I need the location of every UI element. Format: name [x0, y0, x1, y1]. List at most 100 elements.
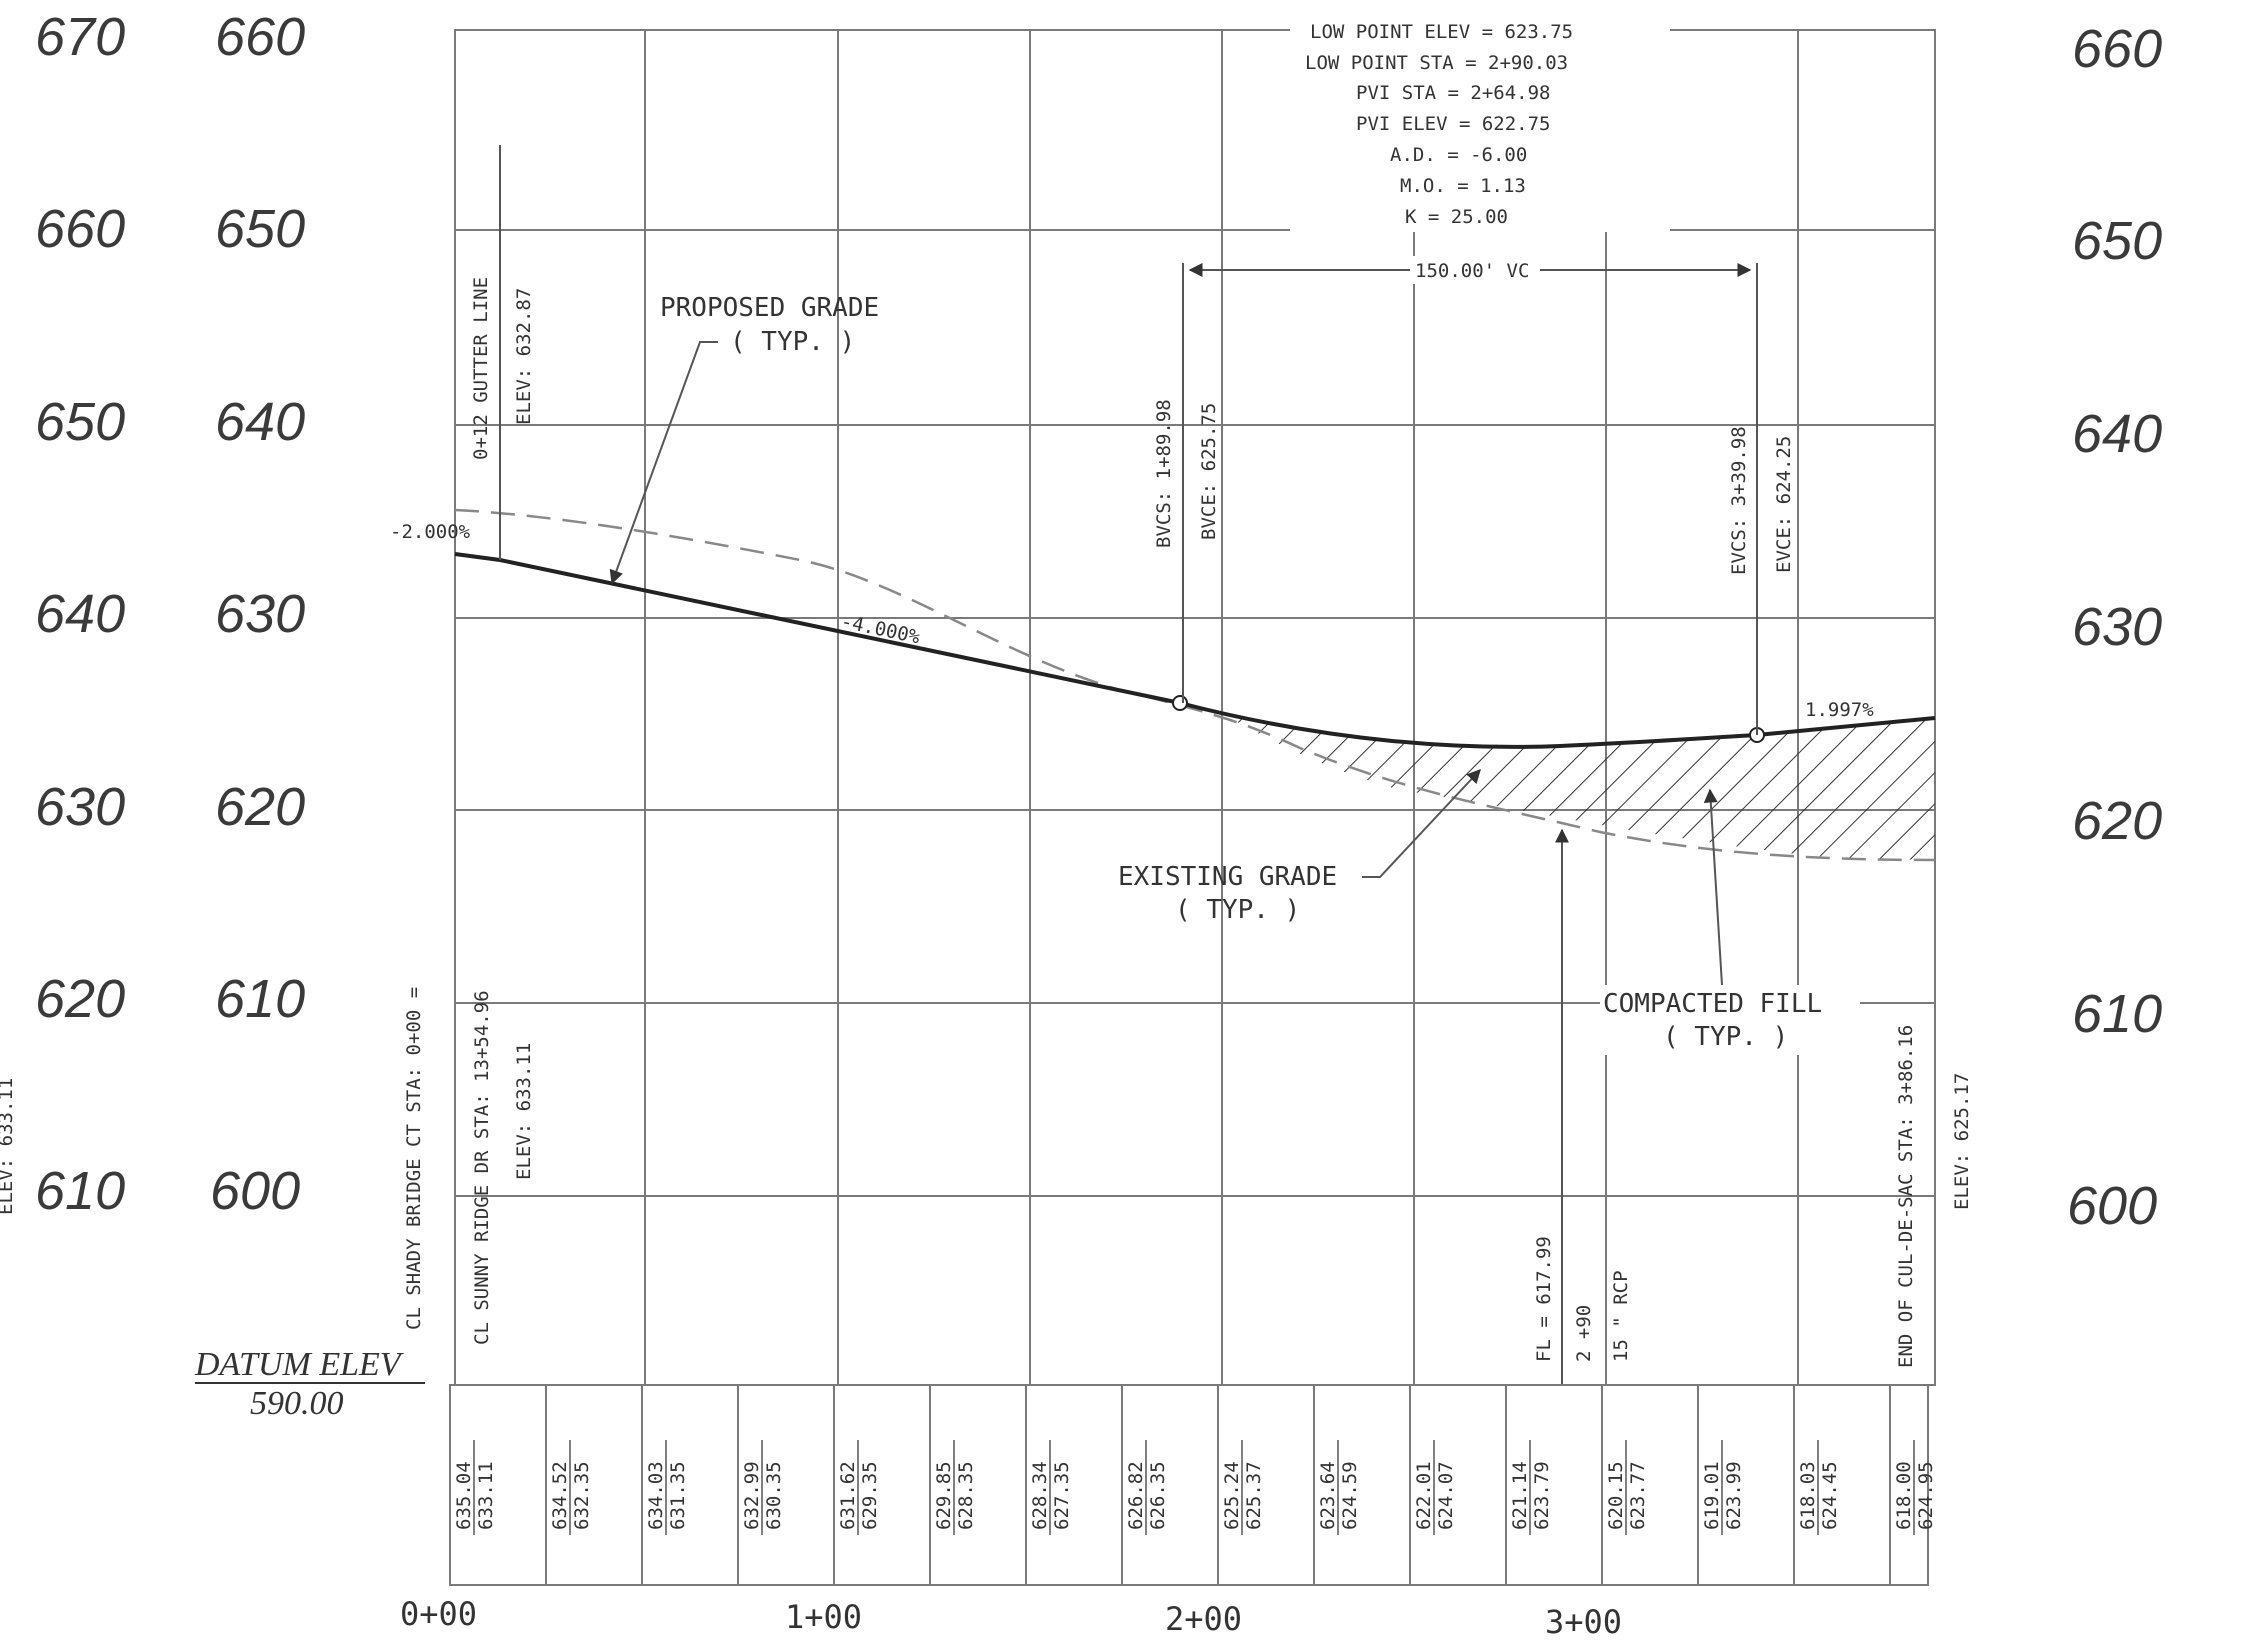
- existing-elev-cell: 625.24: [1221, 1461, 1243, 1530]
- existing-elev-cell: 629.85: [933, 1461, 955, 1530]
- left-elev-label: 610: [215, 969, 305, 1029]
- compacted-fill-hatch: [1225, 715, 1935, 860]
- bvc-point: [1172, 695, 1188, 711]
- compacted-fill-typ: ( TYP. ): [1663, 1022, 1788, 1052]
- right-elev-label: 600: [2067, 1176, 2157, 1236]
- proposed-elev-cell: 625.37: [1243, 1461, 1265, 1530]
- grade-g2: -4.000%: [839, 610, 922, 648]
- proposed-elev-cell: 624.45: [1819, 1461, 1841, 1530]
- left-elev-label: 600: [210, 1161, 300, 1221]
- datum-block: DATUM ELEV 590.00: [194, 1346, 425, 1422]
- proposed-grade-callout: PROPOSED GRADE ( TYP. ): [609, 293, 879, 585]
- right-elevation-scale: 660 650 640 630 620 610 600: [2067, 19, 2162, 1236]
- pvi-elev: PVI ELEV = 622.75: [1356, 113, 1550, 135]
- shady-bridge-label: CL SHADY BRIDGE CT STA: 0+00 =: [403, 987, 425, 1330]
- low-point-elev: LOW POINT ELEV = 623.75: [1310, 21, 1573, 43]
- compacted-fill-label: COMPACTED FILL: [1603, 989, 1822, 1019]
- existing-elev-cell: 618.03: [1797, 1461, 1819, 1530]
- proposed-elev-cell: 624.07: [1435, 1461, 1457, 1530]
- left-elev-label: 640: [215, 392, 305, 452]
- proposed-elev-cell: 624.59: [1339, 1461, 1361, 1530]
- pvi-sta: PVI STA = 2+64.98: [1356, 82, 1550, 104]
- station-label: 0+00: [400, 1595, 477, 1633]
- mo-value: M.O. = 1.13: [1400, 175, 1526, 197]
- outer-elev-label: 640: [35, 584, 125, 644]
- left-elevation-scale: 660 650 640 630 620 610 600: [210, 7, 305, 1221]
- proposed-elev-cell: 632.35: [571, 1461, 593, 1530]
- vc-length: 150.00' VC: [1415, 260, 1529, 282]
- compacted-fill-callout: COMPACTED FILL ( TYP. ): [1600, 788, 1860, 1055]
- existing-grade-callout: EXISTING GRADE ( TYP. ): [1118, 768, 1481, 925]
- pipe-crossing: FL = 617.99 2 +90 15 " RCP: [1533, 828, 1632, 1385]
- outer-elev-label: 650: [35, 392, 125, 452]
- station-label: 2+00: [1165, 1600, 1242, 1638]
- existing-elev-cell: 635.04: [453, 1461, 475, 1530]
- right-elev-label: 640: [2072, 404, 2162, 464]
- right-elev-label: 620: [2072, 791, 2162, 851]
- existing-elev-cell: 620.15: [1605, 1461, 1627, 1530]
- proposed-elev-cell: 623.99: [1723, 1461, 1745, 1530]
- end-elev-label: ELEV: 625.17: [1951, 1073, 1973, 1210]
- outer-elev-label: 620: [35, 969, 125, 1029]
- grade-g1: -2.000%: [390, 521, 471, 543]
- sunny-elev-label: ELEV: 633.11: [513, 1043, 535, 1180]
- ad-value: A.D. = -6.00: [1390, 144, 1527, 166]
- bvce-label: BVCE: 625.75: [1198, 403, 1220, 540]
- proposed-elev-cell: 629.35: [859, 1461, 881, 1530]
- existing-elev-cell: 632.99: [741, 1461, 763, 1530]
- existing-elev-cell: 634.03: [645, 1461, 667, 1530]
- right-elev-label: 630: [2072, 597, 2162, 657]
- existing-elev-cell: 628.34: [1029, 1461, 1051, 1530]
- proposed-grade-label: PROPOSED GRADE: [660, 293, 879, 323]
- left-edge-elev: ELEV: 633.11: [0, 1078, 17, 1215]
- evce-label: EVCE: 624.25: [1773, 436, 1795, 573]
- datum-value: 590.00: [250, 1385, 344, 1422]
- pipe-sta-label: 2 +90: [1573, 1305, 1595, 1362]
- existing-elev-cell: 623.64: [1317, 1461, 1339, 1530]
- curve-data-block: LOW POINT ELEV = 623.75 LOW POINT STA = …: [1290, 12, 1670, 232]
- grade-g3: 1.997%: [1805, 699, 1874, 721]
- profile-table: 635.04 633.11 634.52 632.35 634.03 631.35 632.…: [449, 1384, 1937, 1586]
- existing-grade-label: EXISTING GRADE: [1118, 862, 1337, 892]
- outer-left-elevation-scale: 670 660 650 640 630 620 610: [35, 7, 125, 1221]
- proposed-grade-typ: ( TYP. ): [730, 327, 855, 357]
- proposed-elev-cell: 630.35: [763, 1461, 785, 1530]
- proposed-elev-cell: 623.77: [1627, 1461, 1649, 1530]
- pipe-size-label: 15 " RCP: [1610, 1270, 1632, 1362]
- left-elev-label: 650: [215, 199, 305, 259]
- existing-elev-cell: 618.00: [1893, 1461, 1915, 1530]
- left-elev-label: 630: [215, 584, 305, 644]
- existing-elev-cell: 621.14: [1509, 1461, 1531, 1530]
- left-elev-label: 660: [215, 7, 305, 67]
- right-elev-label: 660: [2072, 19, 2162, 79]
- gutter-line-label: 0+12 GUTTER LINE: [470, 277, 492, 460]
- k-value: K = 25.00: [1405, 206, 1508, 228]
- right-elev-label: 650: [2072, 211, 2162, 271]
- outer-elev-label: 610: [35, 1161, 125, 1221]
- left-elev-label: 620: [215, 777, 305, 837]
- sunny-ridge-label: CL SUNNY RIDGE DR STA: 13+54.96: [471, 990, 493, 1345]
- existing-elev-cell: 622.01: [1413, 1461, 1435, 1530]
- outer-elev-label: 630: [35, 777, 125, 837]
- proposed-elev-cell: 628.35: [955, 1461, 977, 1530]
- datum-label: DATUM ELEV: [194, 1346, 405, 1383]
- gutter-elev-label: ELEV: 632.87: [513, 288, 535, 425]
- proposed-grade-line: [454, 552, 1936, 749]
- proposed-elev-cell: 627.35: [1051, 1461, 1073, 1530]
- end-cul-label: END OF CUL-DE-SAC STA: 3+86.16: [1895, 1025, 1917, 1368]
- gutter-line-marker: 0+12 GUTTER LINE ELEV: 632.87: [470, 145, 535, 560]
- station-label: 3+00: [1545, 1603, 1622, 1641]
- station-axis: 0+00 1+00 2+00 3+00: [400, 1595, 1622, 1641]
- proposed-elev-cell: 631.35: [667, 1461, 689, 1530]
- vc-dimension: 150.00' VC: [1182, 256, 1758, 735]
- bvcs-label: BVCS: 1+89.98: [1153, 399, 1175, 548]
- existing-elev-cell: 631.62: [837, 1461, 859, 1530]
- station-label: 1+00: [785, 1598, 862, 1636]
- right-elev-label: 610: [2072, 984, 2162, 1044]
- low-point-sta: LOW POINT STA = 2+90.03: [1305, 52, 1568, 74]
- existing-grade-line: [454, 508, 1936, 862]
- existing-grade-typ: ( TYP. ): [1175, 895, 1300, 925]
- existing-elev-cell: 619.01: [1701, 1461, 1723, 1530]
- proposed-elev-cell: 624.95: [1915, 1461, 1937, 1530]
